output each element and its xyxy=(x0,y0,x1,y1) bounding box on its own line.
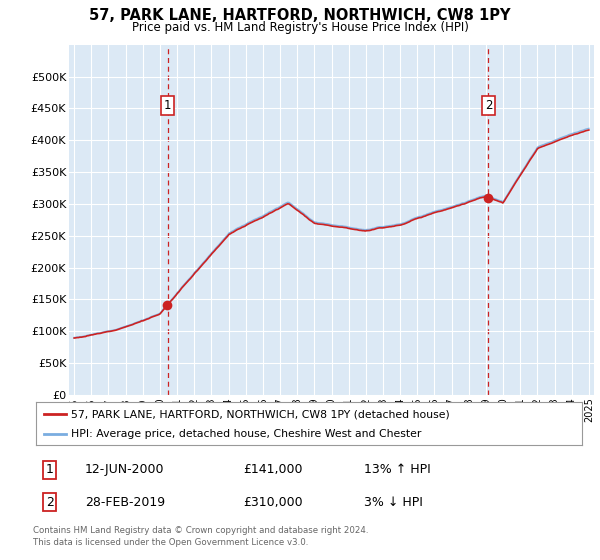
Text: Contains HM Land Registry data © Crown copyright and database right 2024.: Contains HM Land Registry data © Crown c… xyxy=(33,526,368,535)
Text: HPI: Average price, detached house, Cheshire West and Chester: HPI: Average price, detached house, Ches… xyxy=(71,430,422,440)
Text: 2: 2 xyxy=(46,496,53,508)
Text: This data is licensed under the Open Government Licence v3.0.: This data is licensed under the Open Gov… xyxy=(33,538,308,547)
Text: 28-FEB-2019: 28-FEB-2019 xyxy=(85,496,165,508)
Text: 57, PARK LANE, HARTFORD, NORTHWICH, CW8 1PY: 57, PARK LANE, HARTFORD, NORTHWICH, CW8 … xyxy=(89,8,511,24)
Text: £310,000: £310,000 xyxy=(244,496,303,508)
Text: 1: 1 xyxy=(164,99,172,112)
Text: 1: 1 xyxy=(46,463,53,477)
Text: 12-JUN-2000: 12-JUN-2000 xyxy=(85,463,164,477)
Text: 57, PARK LANE, HARTFORD, NORTHWICH, CW8 1PY (detached house): 57, PARK LANE, HARTFORD, NORTHWICH, CW8 … xyxy=(71,409,450,419)
Text: 13% ↑ HPI: 13% ↑ HPI xyxy=(364,463,430,477)
Text: 2: 2 xyxy=(485,99,492,112)
Text: 3% ↓ HPI: 3% ↓ HPI xyxy=(364,496,422,508)
Text: Price paid vs. HM Land Registry's House Price Index (HPI): Price paid vs. HM Land Registry's House … xyxy=(131,21,469,34)
Text: £141,000: £141,000 xyxy=(244,463,303,477)
